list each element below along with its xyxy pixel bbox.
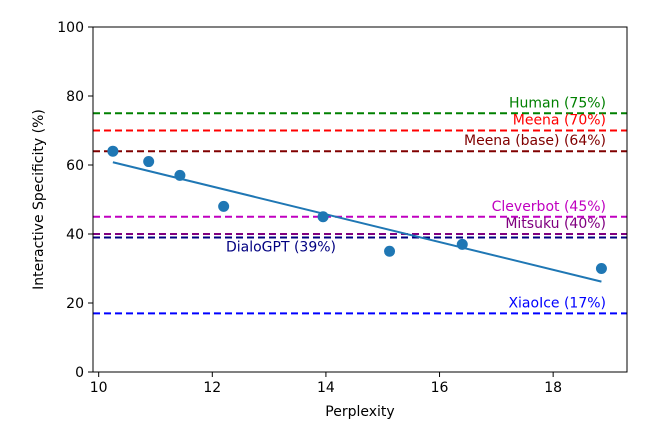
x-tick-label: 14 xyxy=(317,380,335,396)
data-point xyxy=(218,200,230,212)
x-tick-label: 16 xyxy=(431,380,449,396)
reference-lines xyxy=(93,112,627,315)
y-axis-ticks: 0 20 40 60 80 100 xyxy=(57,20,93,381)
y-tick-label: 20 xyxy=(66,296,84,312)
x-axis-ticks: 10 12 14 16 18 xyxy=(90,372,562,396)
x-tick-label: 18 xyxy=(544,380,562,396)
reference-label: XiaoIce (17%) xyxy=(508,295,606,311)
data-points xyxy=(107,145,607,274)
trend-line xyxy=(112,161,602,283)
data-point xyxy=(595,263,607,274)
reference-label: Cleverbot (45%) xyxy=(492,199,606,215)
data-point xyxy=(317,211,329,223)
data-point xyxy=(174,169,186,181)
reference-label: Human (75%) xyxy=(509,95,606,111)
y-tick-label: 0 xyxy=(75,365,84,381)
x-tick-label: 10 xyxy=(90,380,108,396)
reference-label: Meena (base) (64%) xyxy=(464,133,606,149)
y-axis-label: Interactive Specificity (%) xyxy=(31,109,47,290)
x-tick-label: 12 xyxy=(203,380,221,396)
trend-line-group xyxy=(112,161,602,283)
data-point xyxy=(384,245,396,257)
reference-labels: Human (75%) Meena (70%) Meena (base) (64%)… xyxy=(226,95,606,311)
reference-label: DialoGPT (39%) xyxy=(226,239,336,255)
reference-label: Meena (70%) xyxy=(513,113,606,129)
plot-frame xyxy=(92,26,628,373)
data-point xyxy=(107,145,119,157)
y-tick-label: 80 xyxy=(66,89,84,105)
data-point xyxy=(143,156,155,168)
y-tick-label: 40 xyxy=(66,227,84,243)
x-axis-label: Perplexity xyxy=(325,404,394,420)
data-point xyxy=(456,238,468,250)
y-tick-label: 60 xyxy=(66,158,84,174)
y-tick-label: 100 xyxy=(57,20,84,36)
reference-label: Mitsuku (40%) xyxy=(505,216,606,232)
